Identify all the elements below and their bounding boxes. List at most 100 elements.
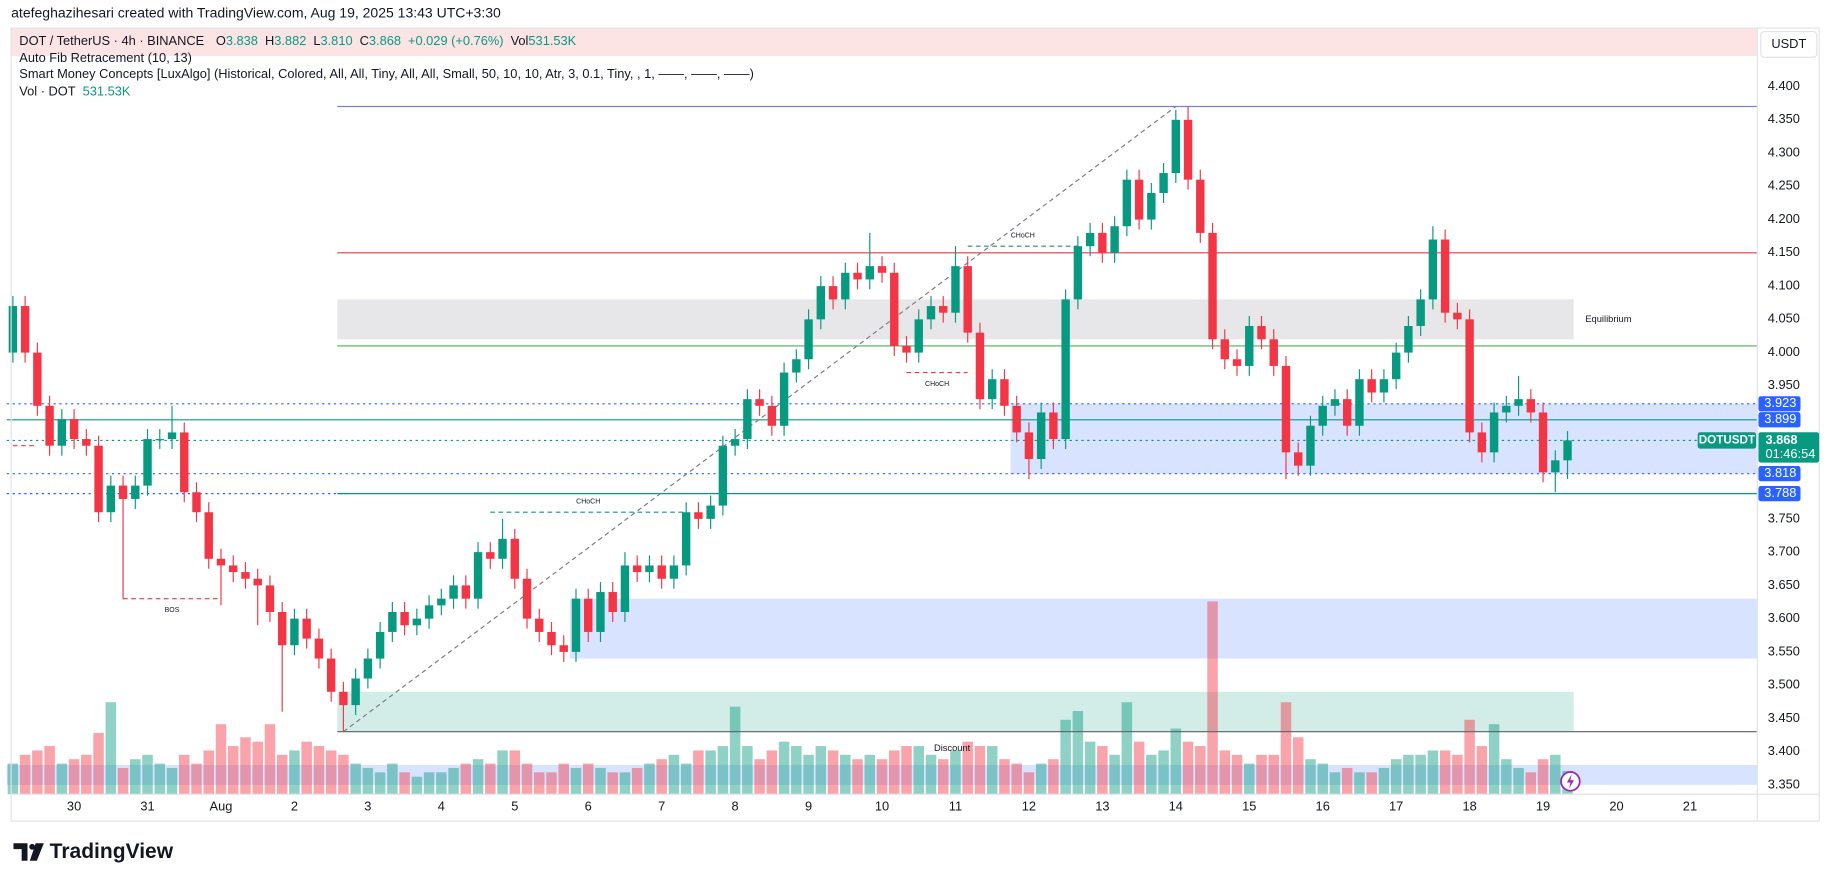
- volume-bar: [1305, 759, 1316, 795]
- candle-body: [1294, 452, 1303, 466]
- y-tick-label: 3.650: [1768, 577, 1800, 592]
- ohlc-key: H: [265, 33, 274, 48]
- ohlc-value: 3.868: [369, 33, 401, 48]
- volume-bar: [1097, 746, 1108, 795]
- candle-body: [69, 419, 79, 440]
- volume-bar: [1084, 741, 1096, 795]
- volume-bar: [521, 763, 533, 795]
- candle-body: [1379, 379, 1389, 393]
- price-tag-label: 3.818: [1764, 465, 1796, 480]
- candle-body: [510, 538, 519, 579]
- candle-body: [902, 345, 911, 353]
- volume-bar: [546, 772, 557, 795]
- volume-bar: [1452, 754, 1463, 795]
- y-tick-label: 3.400: [1768, 743, 1800, 758]
- zones: [6, 299, 1758, 785]
- volume-bar: [1439, 750, 1451, 795]
- candle-body: [792, 359, 801, 373]
- volume-bar: [497, 750, 508, 795]
- labels: Equilibrium Discount CHoCH CHoCH CHoCH BOS: [165, 233, 1632, 754]
- volume-bar: [803, 754, 814, 795]
- candle-body: [1012, 405, 1021, 433]
- volume-legend-value: 531.53K: [83, 84, 131, 99]
- volume-bar: [436, 772, 447, 795]
- volume-bar: [81, 754, 92, 795]
- candle-body: [1171, 119, 1181, 174]
- volume-bar: [1354, 772, 1365, 795]
- volume-bar: [1501, 759, 1512, 795]
- price-tag-label: 3.788: [1764, 485, 1796, 500]
- candle-body: [706, 505, 715, 519]
- candle-body: [669, 565, 679, 579]
- volume-bar: [1488, 724, 1500, 795]
- volume-bar: [1182, 741, 1194, 795]
- volume-bar: [901, 746, 912, 795]
- candle-body: [1024, 432, 1034, 460]
- currency-button[interactable]: [1760, 30, 1818, 58]
- brand-name: TradingView: [50, 840, 174, 863]
- price-tag: [1758, 396, 1801, 412]
- x-tick-label: 6: [585, 798, 592, 813]
- volume-bar: [264, 724, 276, 795]
- volume-bar: [1403, 754, 1414, 795]
- candle-body: [229, 565, 238, 573]
- x-tick-label: 9: [805, 798, 812, 813]
- candle-body: [1355, 379, 1364, 426]
- frame: [10, 27, 1820, 822]
- candle-body: [1073, 246, 1083, 300]
- x-tick-label: 31: [140, 798, 154, 813]
- volume-bar: [1366, 772, 1377, 795]
- volume-bar: [105, 702, 117, 795]
- candle-body: [890, 272, 899, 346]
- volume-bar: [1146, 754, 1157, 795]
- volume-bar: [142, 754, 153, 795]
- candle-body: [1269, 339, 1278, 366]
- candle-body: [1391, 352, 1401, 380]
- candle-body: [106, 485, 116, 513]
- current-name-tag: [1697, 432, 1757, 449]
- volume-bar: [827, 750, 839, 795]
- volume-bar: [1011, 763, 1022, 795]
- x-tick-label: 11: [949, 798, 962, 813]
- alert-icon[interactable]: [1560, 771, 1581, 792]
- candle-body: [118, 485, 128, 499]
- candle-body: [828, 286, 838, 300]
- candle-body: [620, 565, 630, 612]
- candle-body: [755, 399, 764, 406]
- currency[interactable]: USDT: [1771, 36, 1806, 51]
- x-tick-label: 10: [875, 798, 889, 813]
- ohlc-value: 3.882: [274, 33, 306, 48]
- volume-bar: [1121, 702, 1133, 795]
- volume-bar: [179, 754, 190, 795]
- candle-body: [424, 605, 434, 619]
- candle-body: [241, 572, 250, 579]
- candle-body: [1220, 339, 1229, 360]
- volume-bar: [1341, 767, 1353, 795]
- current-name: DOTUSDT: [1699, 433, 1755, 446]
- volume-bar: [1195, 746, 1206, 795]
- candle-body: [522, 578, 532, 619]
- volume-bar: [607, 772, 618, 795]
- alert-bolt[interactable]: [1566, 774, 1574, 789]
- candle-body: [1502, 405, 1511, 413]
- candle-body: [1281, 365, 1291, 453]
- volume-bar: [1023, 772, 1035, 795]
- axes: 4.400 4.350 4.300 4.250 4.200 4.150 4.100 4.050…: [67, 78, 1820, 813]
- candle-body: [180, 432, 189, 493]
- candle-body: [1563, 440, 1572, 461]
- candle-body: [449, 585, 458, 599]
- volume-bar: [117, 767, 129, 795]
- volume-bar: [1427, 750, 1439, 795]
- volume-bar: [570, 767, 582, 795]
- volume-bar: [448, 767, 459, 795]
- candle-body: [1477, 432, 1487, 453]
- volume-bar: [1060, 719, 1071, 795]
- candle-body: [584, 598, 593, 632]
- volume-bar: [411, 776, 423, 795]
- volume-bar: [1415, 754, 1426, 795]
- candle-body: [437, 598, 446, 606]
- candles: [8, 106, 1572, 732]
- y-tick-label: 4.050: [1768, 311, 1800, 326]
- volume-bar: [130, 759, 141, 795]
